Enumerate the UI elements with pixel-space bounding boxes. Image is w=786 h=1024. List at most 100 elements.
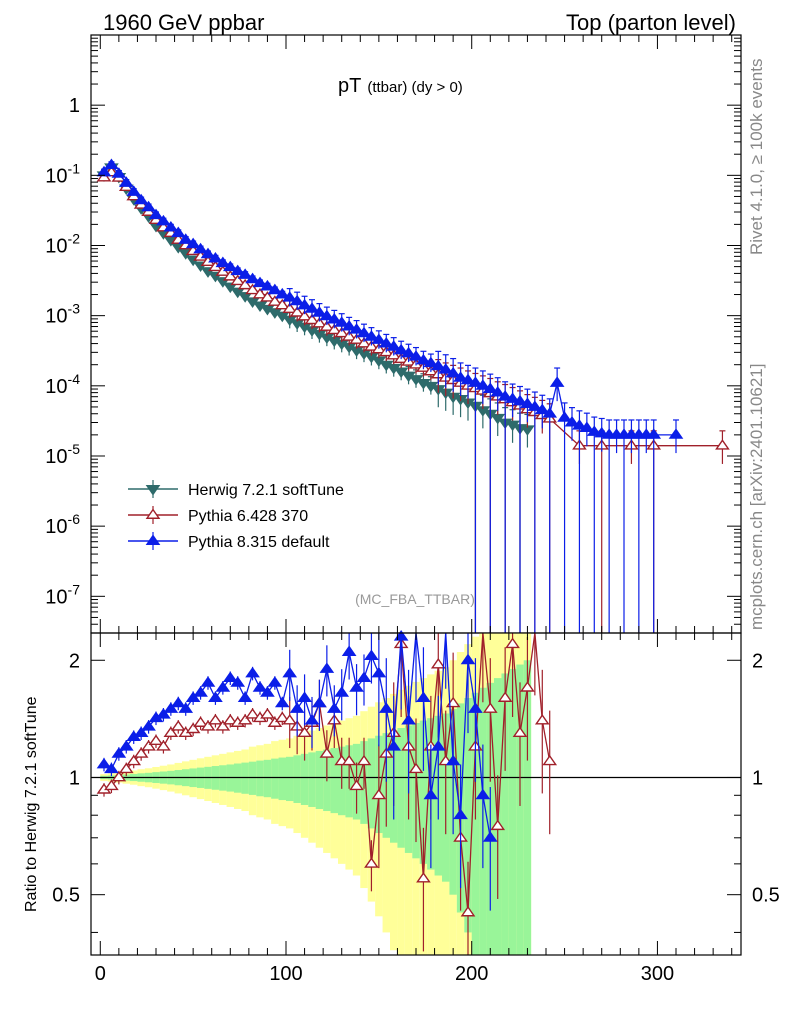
ratio-y-tick-label-right: 1: [752, 767, 763, 789]
ratio-point: [96, 757, 112, 769]
plot-title-main: pT: [338, 75, 361, 97]
ratio-point: [304, 713, 320, 725]
energy-label: 1960 GeV ppbar: [103, 10, 264, 35]
data-point: [274, 287, 290, 299]
uncertainty-band-green: [293, 755, 301, 803]
ratio-point: [222, 713, 238, 725]
data-point: [104, 158, 119, 170]
y-tick-label: 10-5: [45, 441, 80, 468]
data-point: [349, 333, 364, 344]
ratio-point: [163, 702, 179, 713]
data-point: [520, 397, 535, 408]
uncertainty-band-green: [419, 720, 428, 864]
data-point: [282, 291, 298, 302]
data-point: [393, 343, 409, 355]
ratio-y-tick-label-right: 0.5: [752, 885, 780, 907]
data-point: [564, 415, 580, 427]
ratio-point: [141, 740, 156, 751]
ratio-point: [401, 713, 416, 725]
data-point: [497, 390, 513, 401]
ratio-point: [200, 720, 216, 731]
series-2: [96, 158, 684, 633]
ratio-point: [193, 686, 208, 697]
ratio-point: [133, 747, 149, 758]
uncertainty-band-green: [241, 762, 249, 794]
data-point: [527, 400, 543, 411]
uncertainty-band-green: [501, 673, 509, 955]
data-point: [282, 302, 298, 314]
legend-marker: [145, 508, 161, 519]
main-panel: 110-110-210-310-410-510-610-7 pT (ttbar) …: [45, 34, 742, 634]
ratio-point: [460, 905, 476, 917]
data-point: [460, 373, 476, 385]
data-point: [312, 316, 327, 328]
main-plot-marks: [96, 158, 730, 633]
ratio-point: [349, 779, 364, 791]
data-point: [549, 376, 565, 387]
uncertainty-band-green: [300, 753, 309, 805]
ratio-point: [393, 630, 409, 641]
ratio-point: [341, 645, 357, 656]
data-point: [245, 283, 260, 295]
y-tick-exponent: -1: [68, 160, 81, 176]
legend-label: Pythia 8.315 default: [188, 534, 330, 551]
data-point: [230, 274, 246, 286]
ratio-point: [215, 720, 231, 731]
ratio-point: [104, 779, 119, 791]
ratio-point: [237, 713, 253, 725]
ratio-ticks: 2 2 1 1 0.5 0.5 0 100 200 300: [52, 633, 780, 985]
ratio-point: [274, 696, 290, 708]
data-point: [490, 385, 506, 397]
ratio-point: [230, 676, 246, 687]
x-tick-label: 200: [455, 963, 488, 985]
ratio-point: [267, 676, 283, 687]
data-point: [326, 323, 342, 335]
ratio-point: [252, 681, 268, 692]
ratio-y-tick-label: 0.5: [52, 885, 80, 907]
data-point: [230, 264, 246, 276]
ratio-y-label: Ratio to Herwig 7.2.1 softTune: [23, 696, 40, 912]
ratio-point: [408, 762, 424, 774]
ratio-point: [156, 708, 171, 719]
ratio-point: [326, 702, 342, 713]
data-point: [193, 242, 208, 254]
data-point: [445, 366, 461, 378]
data-point: [423, 356, 439, 368]
ratio-point: [282, 713, 298, 725]
data-point: [260, 291, 275, 302]
ratio-point: [297, 691, 312, 702]
data-point: [326, 312, 342, 324]
ratio-point: [341, 754, 357, 766]
y-tick-label: 1: [69, 95, 80, 117]
data-point: [237, 268, 253, 279]
data-point: [371, 333, 387, 344]
uncertainty-band-green: [263, 759, 272, 798]
data-point: [126, 185, 142, 196]
ratio-point: [423, 788, 439, 800]
ratio-point: [534, 713, 550, 725]
uncertainty-band-green: [516, 664, 524, 955]
legend-label: Pythia 6.428 370: [188, 508, 308, 525]
ratio-point: [170, 720, 186, 731]
legend-label: Herwig 7.2.1 softTune: [188, 482, 344, 499]
ratio-point: [430, 740, 446, 751]
data-point: [557, 411, 572, 422]
uncertainty-band-green: [256, 760, 264, 797]
data-point: [118, 176, 134, 187]
ratio-point: [349, 681, 364, 692]
ratio-point: [468, 702, 483, 713]
data-point: [245, 272, 260, 284]
y-tick-label: 10-7: [45, 581, 80, 608]
ratio-point: [490, 819, 506, 831]
ratio-point: [386, 740, 402, 751]
data-point: [572, 419, 587, 430]
ratio-point: [312, 696, 327, 708]
ratio-point: [237, 691, 253, 702]
ratio-point: [482, 702, 498, 713]
main-ticks: 110-110-210-310-410-510-610-7: [45, 34, 741, 634]
ratio-point: [364, 649, 379, 661]
y-tick-exponent: -6: [68, 511, 81, 527]
ratio-point: [274, 711, 290, 723]
ratio-point: [371, 666, 387, 678]
ratio-point: [215, 681, 231, 692]
